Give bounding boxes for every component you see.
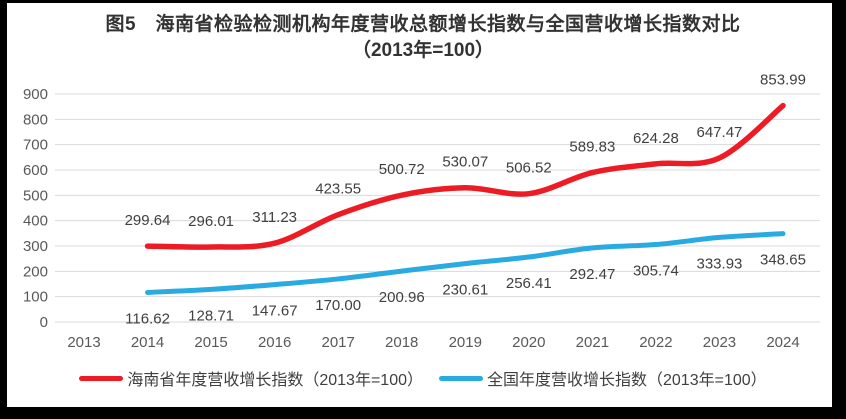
y-axis-tick-label: 700 (23, 137, 48, 154)
x-axis-tick-label: 2022 (639, 334, 672, 351)
data-label-hainan-2019: 530.07 (442, 154, 488, 171)
frame-border-top (0, 0, 846, 3)
series-line-national (145, 231, 786, 295)
x-axis-tick-label: 2016 (258, 334, 291, 351)
chart-title-line2: （2013年=100） (351, 40, 495, 61)
x-axis-tick-label: 2021 (576, 334, 609, 351)
y-axis-tick-label: 900 (23, 86, 48, 103)
y-axis-tick-label: 400 (23, 213, 48, 230)
line-chart: 0 100 200 300 400 500 600 700 800 900 2013 2014 2015… (23, 72, 820, 351)
chart-title: 图5 海南省检验检测机构年度营收总额增长指数与全国营收增长指数对比 （2013年… (20, 11, 826, 64)
data-label-national-2017: 170.00 (315, 297, 361, 314)
data-label-national-2015: 128.71 (188, 307, 234, 324)
data-label-hainan-2024: 853.99 (760, 72, 806, 89)
y-axis-tick-label: 800 (23, 111, 48, 128)
data-label-hainan-2023: 647.47 (697, 124, 743, 141)
y-axis-tick-label: 500 (23, 187, 48, 204)
x-axis-tick-label: 2019 (449, 334, 482, 351)
legend-swatch-national-blue-line (439, 375, 483, 381)
data-label-hainan-2016: 311.23 (252, 209, 297, 226)
y-axis-tick-label: 600 (23, 162, 48, 179)
x-axis-tick-label: 2024 (766, 334, 799, 351)
data-label-national-2016: 147.67 (252, 303, 298, 320)
x-axis-tick-label: 2018 (385, 334, 418, 351)
x-axis-tick-label: 2023 (703, 334, 736, 351)
data-label-hainan-2022: 624.28 (633, 130, 679, 147)
x-axis-tick-label: 2014 (131, 334, 164, 351)
data-label-national-2019: 230.61 (442, 282, 488, 299)
data-label-hainan-2015: 296.01 (188, 213, 234, 230)
y-axis-tick-label: 0 (40, 314, 48, 331)
chart-title-line1: 图5 海南省检验检测机构年度营收总额增长指数与全国营收增长指数对比 (105, 14, 741, 35)
y-axis-tick-label: 300 (23, 238, 48, 255)
chart-legend: 海南省年度营收增长指数（2013年=100） 全国年度营收增长指数（2013年=… (0, 366, 846, 390)
frame-border-left (0, 0, 7, 419)
x-axis-tick-label: 2020 (512, 334, 545, 351)
legend-label-national: 全国年度营收增长指数（2013年=100） (487, 372, 767, 389)
y-axis-tick-label: 100 (23, 289, 48, 306)
x-axis-tick-label: 2013 (67, 334, 100, 351)
frame-border-bottom (0, 407, 846, 419)
frame-border-right (832, 0, 846, 419)
legend-item-national: 全国年度营收增长指数（2013年=100） (439, 366, 767, 390)
data-label-hainan-2017: 423.55 (315, 181, 361, 198)
data-label-national-2023: 333.93 (697, 255, 743, 272)
data-label-hainan-2018: 500.72 (379, 161, 425, 178)
data-label-hainan-2021: 589.83 (569, 139, 615, 156)
data-label-hainan-2020: 506.52 (506, 160, 552, 177)
legend-swatch-hainan-red-line (79, 375, 124, 381)
x-axis-tick-label: 2017 (321, 334, 354, 351)
legend-label-hainan: 海南省年度营收增长指数（2013年=100） (127, 372, 423, 389)
data-label-national-2022: 305.74 (633, 263, 679, 280)
x-axis-tick-label: 2015 (194, 334, 227, 351)
data-label-national-2021: 292.47 (569, 266, 615, 283)
data-label-national-2020: 256.41 (506, 275, 552, 292)
data-label-hainan-2014: 299.64 (125, 212, 171, 229)
data-label-national-2018: 200.96 (379, 289, 425, 306)
data-label-national-2014: 116.62 (125, 310, 170, 327)
legend-item-hainan: 海南省年度营收增长指数（2013年=100） (79, 366, 423, 390)
data-label-national-2024: 348.65 (760, 252, 806, 269)
y-axis-tick-label: 200 (23, 263, 48, 280)
series-line-hainan (144, 102, 786, 250)
